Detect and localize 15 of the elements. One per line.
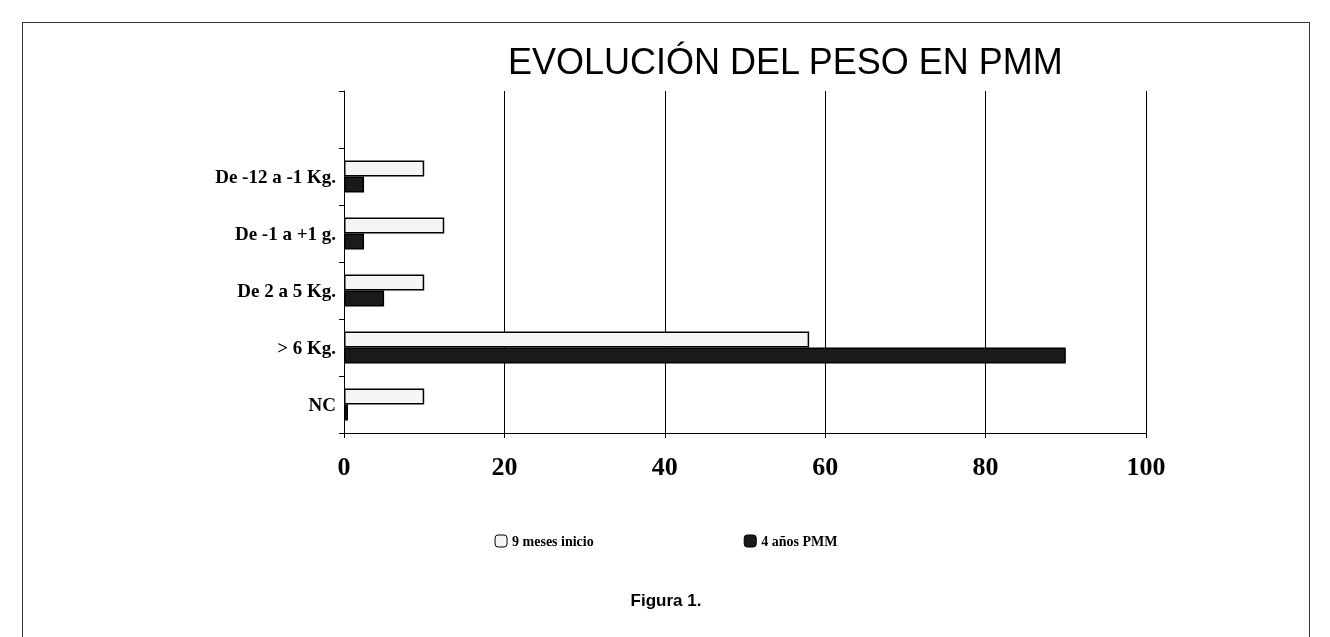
legend-label: 4 años PMM bbox=[761, 533, 838, 549]
x-tick-label: 40 bbox=[651, 451, 678, 481]
text: Figura 1. bbox=[629, 591, 703, 611]
y-tick-label: De -1 a +1 g. bbox=[234, 223, 336, 244]
y-tick-label: > 6 Kg. bbox=[277, 337, 336, 358]
x-tick-label: 20 bbox=[491, 451, 518, 481]
chart-title: EVOLUCIÓN DEL PESO EN PMM bbox=[508, 40, 1063, 82]
x-tick-label: 0 bbox=[337, 451, 351, 481]
y-tick-label: NC bbox=[308, 394, 336, 415]
x-tick-label: 100 bbox=[1126, 451, 1166, 481]
y-tick-label: De 2 a 5 Kg. bbox=[237, 280, 336, 301]
x-tick-label: 60 bbox=[812, 451, 839, 481]
y-tick-label: De -12 a -1 Kg. bbox=[215, 166, 336, 187]
legend-label: 9 meses inicio bbox=[512, 533, 594, 549]
x-tick-label: 80 bbox=[972, 451, 999, 481]
